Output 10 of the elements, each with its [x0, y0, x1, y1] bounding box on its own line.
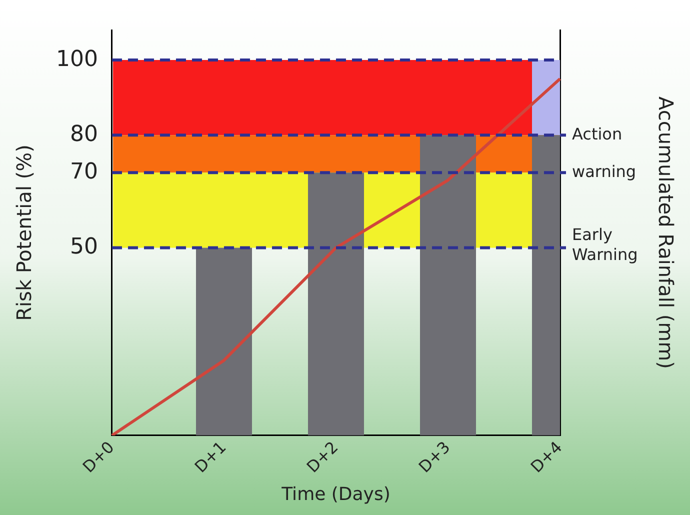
y-tick-label: 70 — [70, 159, 98, 184]
y-tick-label: 100 — [56, 46, 98, 72]
ref-line-label: Action — [572, 124, 622, 144]
x-axis-title: Time (Days) — [280, 484, 390, 505]
ref-line-label: warning — [572, 162, 636, 181]
y-tick-label: 50 — [70, 234, 98, 260]
y2-axis-title: Accumulated Rainfall (mm) — [654, 96, 678, 369]
y-axis-title: Risk Potential (%) — [12, 144, 36, 321]
ref-line-label: Early Warning — [572, 224, 638, 264]
y-tick-label: 80 — [70, 122, 98, 147]
